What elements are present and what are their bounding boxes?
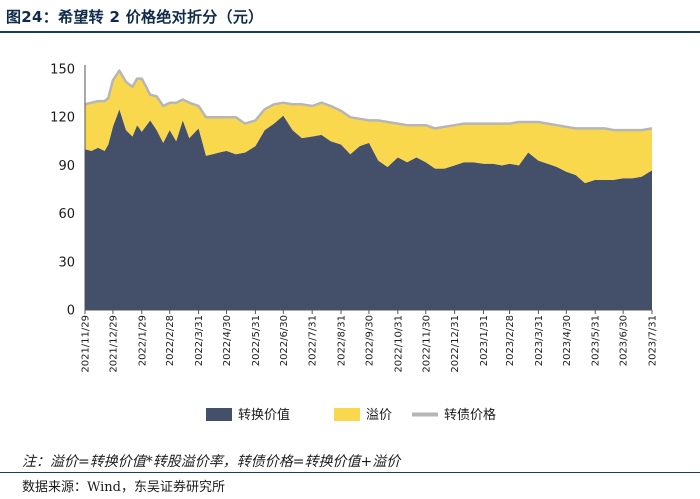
x-tick-label: 2022/6/30	[279, 315, 290, 366]
x-tick-label: 2023/6/30	[619, 315, 630, 366]
y-tick-label: 90	[58, 159, 75, 174]
y-tick-label: 30	[58, 255, 75, 270]
x-tick-label: 2021/11/29	[81, 315, 92, 373]
x-tick-label: 2022/5/31	[251, 315, 262, 366]
x-tick-label: 2022/9/30	[364, 315, 375, 366]
title-rule	[0, 31, 700, 33]
series-area-premium	[85, 70, 652, 184]
figure-title: 图24：希望转 2 价格绝对折分（元）	[6, 8, 264, 26]
x-tick-label: 2022/12/31	[450, 315, 461, 373]
x-tick-label: 2022/7/31	[308, 315, 319, 366]
legend: 转换价值 溢价 转债价格	[206, 407, 496, 423]
data-source: 数据来源：Wind，东吴证券研究所	[22, 480, 225, 495]
x-tick-label: 2022/10/31	[393, 315, 404, 373]
x-tick-label: 2023/2/28	[505, 315, 516, 366]
legend-swatch-premium	[334, 408, 360, 421]
series-line-bond-price	[84, 69, 653, 132]
legend-label-premium: 溢价	[366, 408, 392, 423]
x-tick-label: 2022/3/31	[194, 315, 205, 366]
y-tick-label: 150	[50, 63, 75, 78]
series-area-conversion-value	[85, 109, 652, 310]
y-axis: 0 30 60 90 120 150	[50, 63, 86, 319]
y-tick-label: 0	[67, 304, 75, 319]
x-tick-label: 2022/11/30	[421, 315, 432, 373]
x-tick-label: 2023/7/31	[648, 315, 659, 366]
x-axis: 2021/11/29 2021/12/29 2022/1/29 2022/2/28 20…	[81, 309, 659, 373]
y-tick-label: 60	[58, 207, 75, 222]
x-tick-label: 2022/4/30	[222, 315, 233, 366]
x-tick-label: 2023/4/30	[562, 315, 573, 366]
x-tick-label: 2023/1/31	[479, 315, 490, 366]
x-tick-label: 2022/2/28	[165, 315, 176, 366]
chart-note: 注：溢价=转换价值*转股溢价率，转债价格=转换价值+溢价	[22, 454, 401, 470]
legend-label-bond-price: 转债价格	[444, 407, 496, 423]
legend-label-conversion-value: 转换价值	[238, 407, 290, 423]
y-tick-label: 120	[50, 111, 75, 126]
x-tick-label: 2022/1/29	[137, 315, 148, 366]
x-tick-label: 2021/12/29	[108, 315, 119, 373]
x-tick-label: 2023/3/31	[534, 315, 545, 366]
x-tick-label: 2023/5/31	[591, 315, 602, 366]
plot-area	[84, 69, 653, 310]
chart: 0 30 60 90 120 150 2021/11/29 2021/12/29 2022/1…	[50, 63, 659, 424]
legend-swatch-conversion-value	[206, 408, 232, 421]
bottom-rule	[0, 472, 700, 473]
x-tick-label: 2022/8/31	[337, 315, 348, 366]
